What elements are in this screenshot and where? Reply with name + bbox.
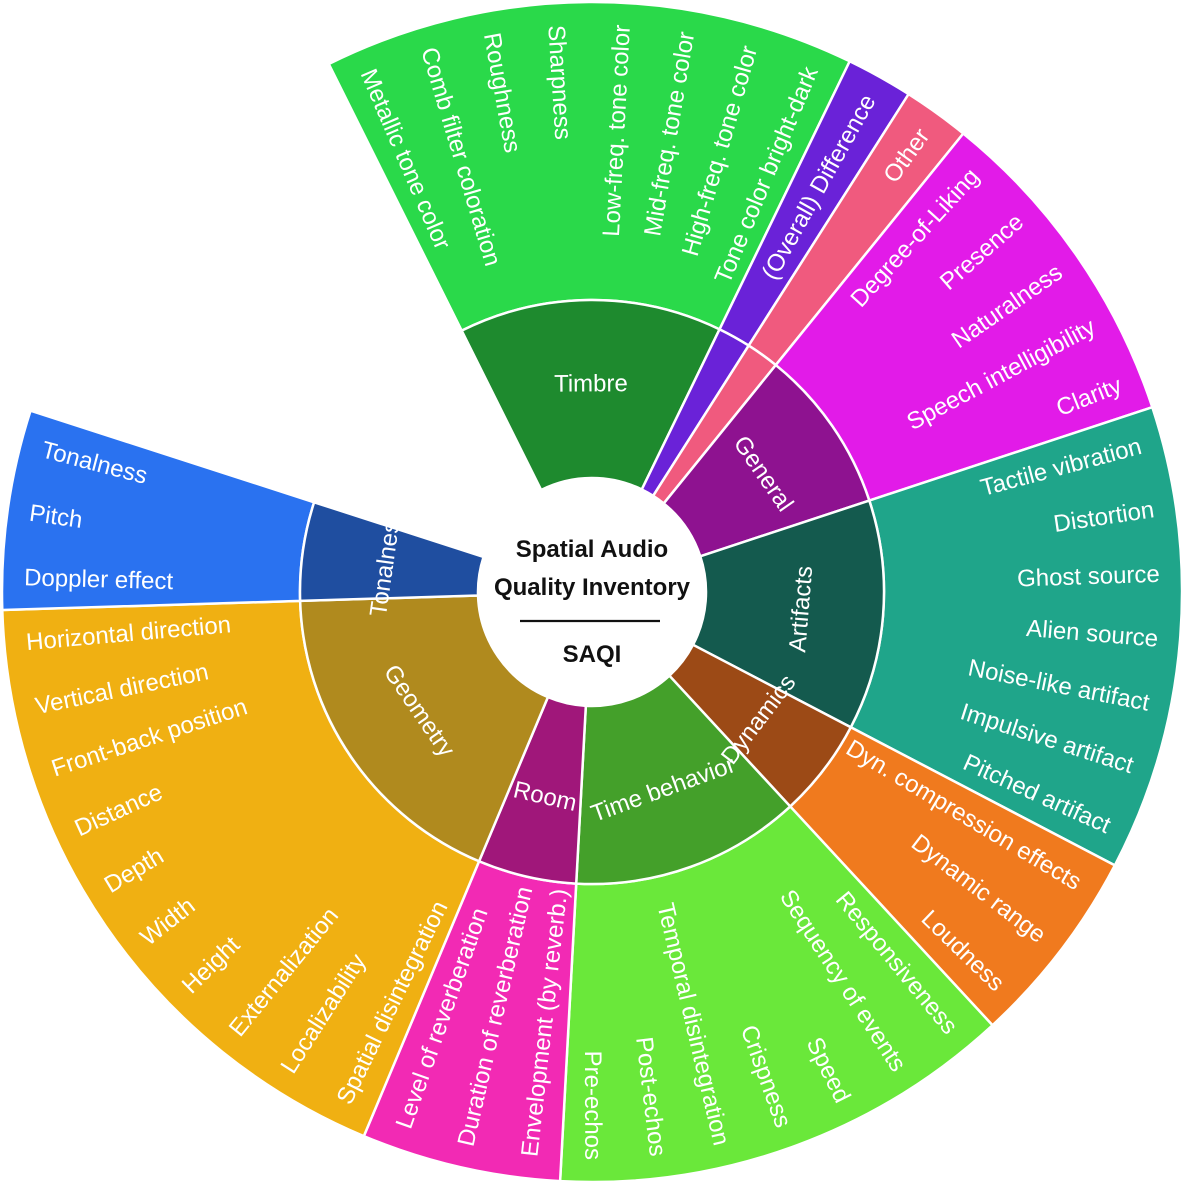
attribute-label-ghost-source: Ghost source [1017,561,1161,593]
center-circle [478,478,706,706]
attribute-label-pre-echos: Pre-echos [579,1051,606,1160]
center-title-line1: Spatial Audio [516,536,668,563]
category-label-line: Timbre [554,370,628,397]
center-hub: Spatial Audio Quality Inventory SAQI [478,478,706,706]
category-ring [298,298,886,886]
category-label-timbre: Timbre [554,370,628,397]
center-title-line2: Quality Inventory [494,574,691,601]
attribute-label-doppler-effect: Doppler effect [24,564,174,595]
center-abbreviation: SAQI [563,641,622,668]
